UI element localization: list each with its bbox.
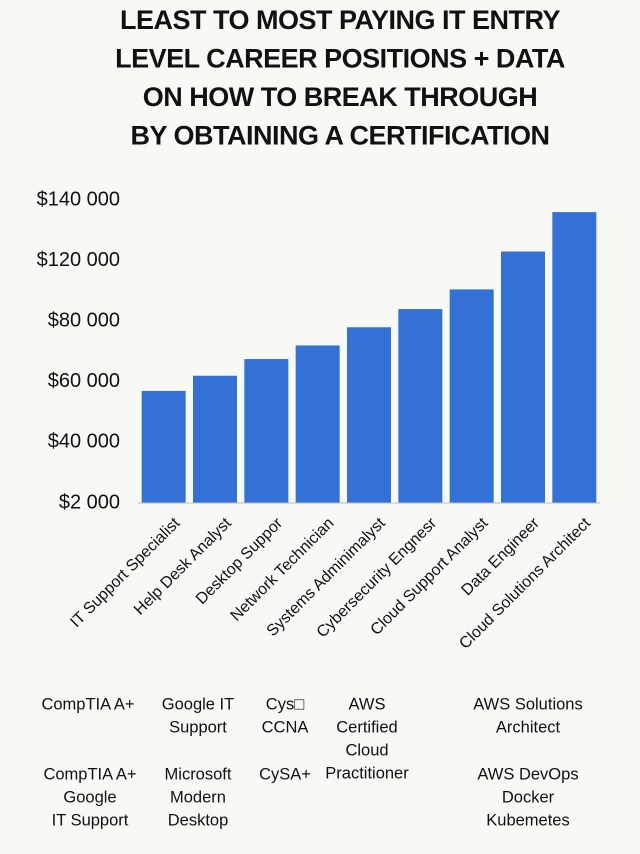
y-tick-label: $120 000 [37, 249, 120, 271]
certification: Desktop [168, 811, 229, 829]
bar [552, 212, 597, 503]
certification: IT Support [52, 811, 129, 829]
bar [501, 251, 545, 503]
bar [193, 375, 237, 503]
certification: Cys□ [266, 695, 304, 713]
x-tick-label: Help Desk Analyst [131, 514, 235, 618]
certification: Architect [496, 718, 561, 736]
bar [398, 309, 443, 503]
certification: Docker [502, 788, 555, 806]
bar [449, 289, 494, 503]
bar [295, 345, 340, 503]
certification: CCNA [262, 718, 309, 736]
chart-title: LEVEL CAREER POSITIONS + DATA [115, 44, 565, 74]
certification: Practitioner [325, 764, 409, 782]
y-tick-label: $80 000 [48, 309, 120, 331]
chart-title: LEAST TO MOST PAYING IT ENTRY [120, 5, 561, 35]
certification: CySA+ [259, 765, 311, 783]
chart-title: ON HOW TO BREAK THROUGH [143, 82, 538, 112]
certification: CompTIA A+ [43, 765, 136, 783]
x-tick-label: Desktop Suppor [193, 514, 287, 608]
certification: Kubemetes [486, 811, 569, 829]
certification: AWS Solutions [473, 695, 582, 713]
certification: AWS DevOps [477, 765, 578, 783]
certification: Modern [170, 788, 226, 806]
bar [244, 359, 289, 503]
certification: Google [63, 788, 116, 806]
chart-title: BY OBTAINING A CERTIFICATION [131, 121, 550, 151]
y-tick-label: $2 000 [59, 491, 120, 513]
y-tick-label: $60 000 [48, 370, 120, 392]
certification: Certified [336, 718, 397, 736]
bar [141, 390, 186, 503]
y-tick-label: $40 000 [48, 431, 120, 453]
certification: Google IT [162, 695, 234, 713]
certification: Cloud [345, 741, 388, 759]
certification: Microsoft [165, 765, 232, 783]
certification: CompTIA A+ [41, 695, 134, 713]
y-tick-label: $140 000 [37, 188, 120, 210]
certification: Support [169, 718, 227, 736]
certification: AWS [349, 695, 386, 713]
bar [347, 327, 391, 503]
